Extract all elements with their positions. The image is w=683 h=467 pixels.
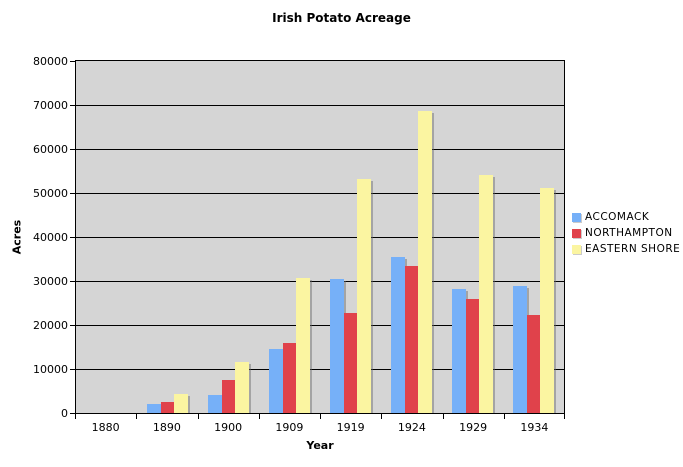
gridline (76, 193, 564, 194)
legend-label-accomack: ACCOMACK (585, 211, 650, 223)
bar-northampton (465, 299, 480, 413)
bar-eastern-shore (174, 394, 188, 413)
legend-item-eastern-shore: EASTERN SHORE (572, 243, 680, 255)
y-axis-tick (70, 281, 75, 282)
plot-area (75, 60, 565, 414)
x-tick-label: 1924 (397, 421, 426, 434)
x-axis-tick (75, 414, 76, 419)
y-tick-label: 10000 (33, 363, 68, 376)
bar-eastern-shore (235, 362, 249, 413)
bar-eastern-shore (418, 110, 432, 413)
y-axis-tick (70, 61, 75, 62)
x-axis-tick (564, 414, 565, 419)
x-tick-label: 1909 (275, 421, 304, 434)
legend-label-northampton: NORTHAMPTON (585, 227, 673, 239)
y-tick-label: 80000 (33, 55, 68, 68)
bar-northampton (526, 314, 541, 413)
x-tick-label: 1890 (152, 421, 181, 434)
x-axis-title: Year (306, 439, 334, 452)
bar-accomack (269, 349, 283, 413)
legend-swatch-accomack (572, 212, 581, 222)
x-tick-label: 1919 (336, 421, 365, 434)
bar-northampton (221, 380, 236, 413)
bar-eastern-shore (357, 178, 371, 413)
y-axis-tick (70, 413, 75, 414)
bar-accomack (391, 257, 405, 413)
y-axis-tick (70, 105, 75, 106)
bar-accomack (208, 395, 222, 413)
x-axis-tick (259, 414, 260, 419)
legend-swatch-eastern-shore (572, 244, 581, 254)
x-tick-label: 1900 (214, 421, 243, 434)
gridline (76, 281, 564, 282)
chart-title: Irish Potato Acreage (272, 11, 411, 25)
bar-eastern-shore (296, 277, 310, 413)
y-axis-tick (70, 325, 75, 326)
x-axis-tick (320, 414, 321, 419)
x-axis-tick (381, 414, 382, 419)
x-axis-tick (136, 414, 137, 419)
gridline (76, 149, 564, 150)
bar-northampton (404, 266, 419, 413)
gridline (76, 105, 564, 106)
bar-accomack (513, 286, 527, 413)
x-axis-tick (198, 414, 199, 419)
y-tick-label: 20000 (33, 319, 68, 332)
gridline (76, 369, 564, 370)
legend: ACCOMACK NORTHAMPTON EASTERN SHORE (572, 211, 680, 259)
y-tick-label: 0 (61, 407, 68, 420)
x-axis-tick (504, 414, 505, 419)
bar-accomack (452, 288, 466, 413)
legend-label-eastern-shore: EASTERN SHORE (585, 243, 681, 255)
bar-accomack (147, 404, 161, 413)
y-tick-label: 30000 (33, 275, 68, 288)
x-tick-label: 1880 (91, 421, 120, 434)
y-axis-tick (70, 193, 75, 194)
y-tick-label: 60000 (33, 143, 68, 156)
y-axis-tick (70, 149, 75, 150)
y-tick-label: 50000 (33, 187, 68, 200)
gridline (76, 325, 564, 326)
y-axis-tick (70, 369, 75, 370)
legend-item-accomack: ACCOMACK (572, 211, 680, 223)
y-tick-label: 40000 (33, 231, 68, 244)
bar-eastern-shore (479, 174, 493, 413)
x-tick-label: 1929 (459, 421, 488, 434)
x-tick-label: 1934 (520, 421, 549, 434)
bar-accomack (330, 278, 344, 413)
legend-item-northampton: NORTHAMPTON (572, 227, 680, 239)
y-axis-tick (70, 237, 75, 238)
bar-northampton (160, 402, 175, 413)
x-axis-tick (443, 414, 444, 419)
bar-eastern-shore (540, 188, 554, 413)
bar-northampton (343, 313, 358, 413)
y-tick-label: 70000 (33, 99, 68, 112)
gridline (76, 237, 564, 238)
bar-northampton (282, 342, 297, 413)
legend-swatch-northampton (572, 228, 581, 238)
